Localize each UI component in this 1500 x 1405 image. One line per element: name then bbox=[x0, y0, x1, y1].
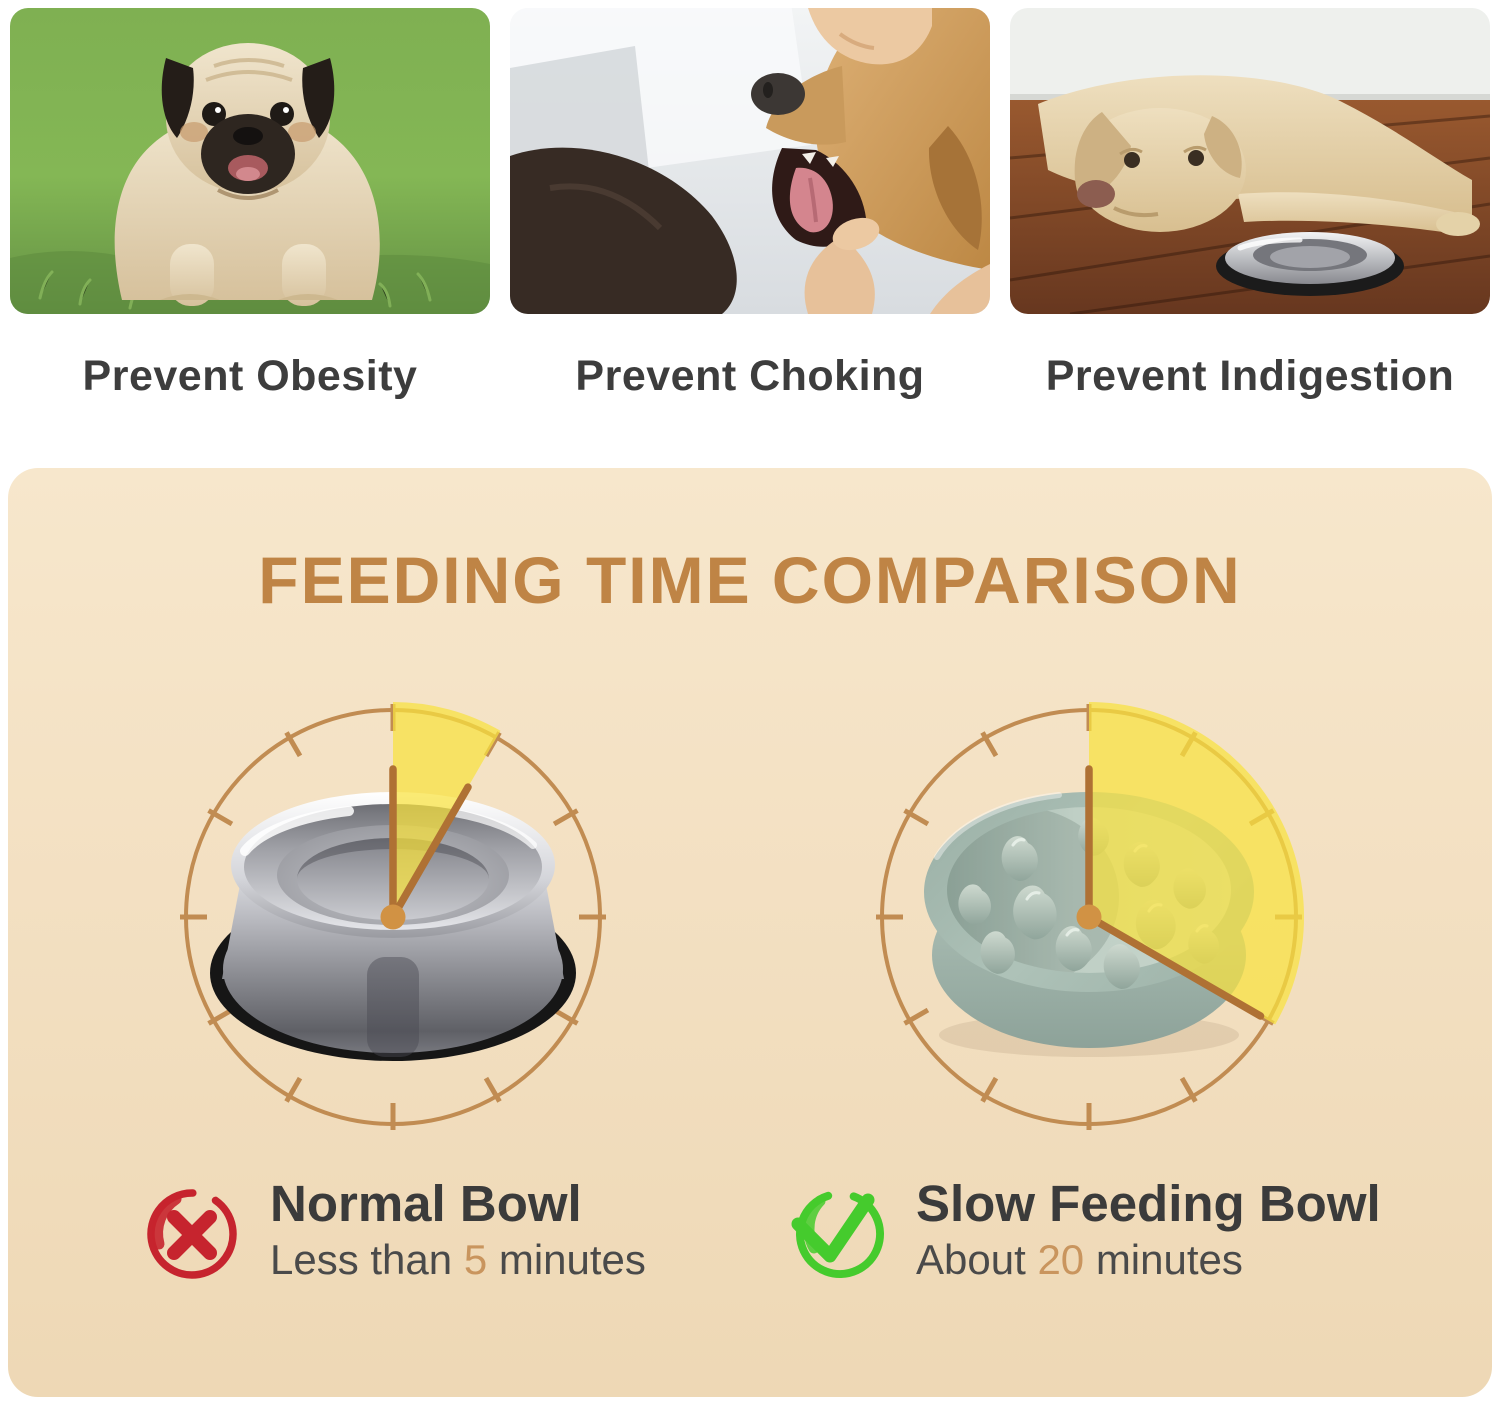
overweight-pug-illustration bbox=[10, 8, 490, 314]
choking-help-illustration bbox=[510, 8, 990, 314]
steel-bowl-small bbox=[1216, 232, 1404, 296]
normal-bowl-result: Normal Bowl Less than 5 minutes bbox=[140, 1175, 646, 1286]
clock-center-dot bbox=[380, 904, 406, 930]
caption-prevent-choking: Prevent Choking bbox=[575, 352, 925, 400]
dog-nose bbox=[751, 73, 805, 115]
dog-nose bbox=[1077, 180, 1115, 208]
photo-card-obesity bbox=[10, 8, 490, 314]
pug-ear-right bbox=[302, 58, 335, 138]
clock-hand-end bbox=[1085, 913, 1265, 1020]
tired-dog-illustration bbox=[1010, 8, 1490, 314]
slow-bowl-label: Slow Feeding Bowl bbox=[916, 1175, 1381, 1232]
slow-bowl-time: About 20 minutes bbox=[916, 1236, 1243, 1284]
pug-ear-left bbox=[161, 58, 194, 138]
photo-card-indigestion bbox=[1010, 8, 1490, 314]
normal-bowl-minutes-number: 5 bbox=[463, 1236, 488, 1284]
dog-ear bbox=[928, 126, 982, 250]
hand-lower bbox=[804, 236, 875, 314]
dog-front-leg bbox=[1238, 192, 1456, 234]
photo-card-choking bbox=[510, 8, 990, 314]
normal-bowl-time: Less than 5 minutes bbox=[270, 1236, 646, 1284]
normal-bowl-label: Normal Bowl bbox=[270, 1175, 582, 1232]
slow-bowl-minutes-number: 20 bbox=[1037, 1236, 1085, 1284]
slow-bowl-clock bbox=[869, 697, 1309, 1137]
comparison-title: FEEDING TIME COMPARISON bbox=[258, 543, 1242, 617]
x-mark-icon bbox=[140, 1182, 244, 1286]
dog-ear bbox=[1074, 112, 1131, 200]
pug-muzzle bbox=[201, 114, 295, 194]
caption-prevent-indigestion: Prevent Indigestion bbox=[1045, 352, 1455, 400]
clock-hand-end bbox=[389, 783, 472, 921]
clock-center-dot bbox=[1076, 904, 1102, 930]
hand-upper bbox=[808, 8, 932, 65]
check-mark-icon bbox=[786, 1182, 890, 1286]
caption-prevent-obesity: Prevent Obesity bbox=[82, 352, 418, 400]
comparison-panel: FEEDING TIME COMPARISON bbox=[8, 468, 1492, 1397]
normal-bowl-clock bbox=[173, 697, 613, 1137]
slow-bowl-result: Slow Feeding Bowl About 20 minutes bbox=[786, 1175, 1381, 1286]
